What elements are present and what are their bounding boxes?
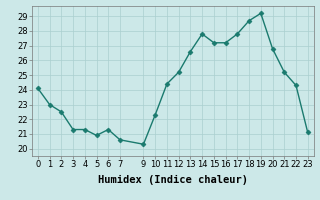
X-axis label: Humidex (Indice chaleur): Humidex (Indice chaleur) (98, 175, 248, 185)
